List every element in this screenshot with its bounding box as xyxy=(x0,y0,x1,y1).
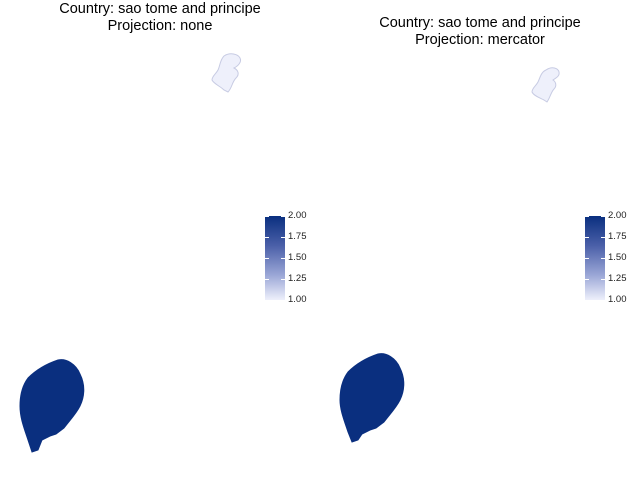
colorbar-gradient xyxy=(265,216,285,300)
colorbar-label: 1.00 xyxy=(288,294,307,305)
panel-title: Country: sao tome and principe Projectio… xyxy=(0,1,320,35)
colorbar-label: 2.00 xyxy=(288,210,307,221)
region-sao-tome xyxy=(339,353,405,443)
colorbar-label: 2.00 xyxy=(608,210,627,221)
map-canvas xyxy=(339,67,560,443)
colorbar-label: 1.50 xyxy=(288,252,307,263)
region-sao-tome xyxy=(19,359,85,453)
panel-title: Country: sao tome and principe Projectio… xyxy=(320,15,640,49)
colorbar-label: 1.50 xyxy=(608,252,627,263)
title-country: Country: sao tome and principe xyxy=(59,1,261,17)
title-country: Country: sao tome and principe xyxy=(379,15,581,31)
region-principe xyxy=(531,67,560,103)
title-projection: Projection: mercator xyxy=(415,32,545,48)
colorbar-legend: 2.00 1.75 1.50 1.25 1.00 xyxy=(265,210,325,305)
colorbar-legend: 2.00 1.75 1.50 1.25 1.00 xyxy=(585,210,640,305)
map-panel-none: Country: sao tome and principe Projectio… xyxy=(0,1,320,453)
colorbar-label: 1.75 xyxy=(288,231,307,242)
title-projection: Projection: none xyxy=(107,18,213,34)
colorbar-label: 1.00 xyxy=(608,294,627,305)
colorbar-gradient xyxy=(585,216,605,300)
region-principe xyxy=(211,53,241,93)
colorbar-label: 1.25 xyxy=(608,273,627,284)
colorbar-label: 1.75 xyxy=(608,231,627,242)
map-canvas xyxy=(19,53,241,453)
map-panel-mercator: Country: sao tome and principe Projectio… xyxy=(320,0,640,480)
colorbar-label: 1.25 xyxy=(288,273,307,284)
